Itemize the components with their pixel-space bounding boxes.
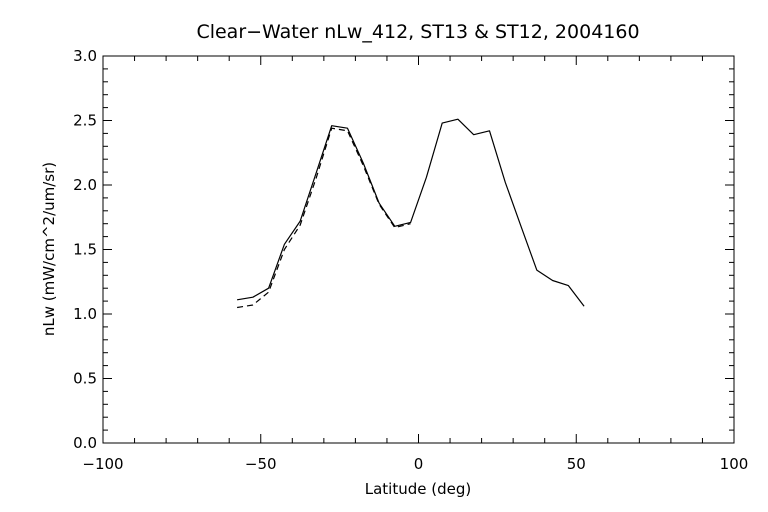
y-axis-label: nLw (mW/cm^2/um/sr) (40, 162, 58, 336)
x-tick-label: 0 (414, 455, 424, 473)
y-tick-label: 1.0 (73, 305, 97, 323)
y-tick-label: 3.0 (73, 47, 97, 65)
x-tick-label: −50 (245, 455, 277, 473)
chart-title: Clear−Water nLw_412, ST13 & ST12, 200416… (196, 21, 639, 43)
y-axis-tick-labels: 0.0 0.5 1.0 1.5 2.0 2.5 3.0 (73, 47, 97, 452)
y-tick-label: 2.5 (73, 112, 97, 130)
y-tick-label: 0.5 (73, 370, 97, 388)
x-axis-ticks (102, 56, 735, 443)
y-tick-label: 2.0 (73, 176, 97, 194)
series-group (237, 118, 585, 309)
x-axis-tick-labels: −100 −50 0 50 100 (82, 455, 748, 473)
y-tick-label: 0.0 (73, 434, 97, 452)
x-tick-label: −100 (82, 455, 123, 473)
series-solid-line (237, 118, 585, 307)
plot-frame (102, 55, 735, 444)
series-dashed-line (237, 127, 411, 309)
x-axis-label: Latitude (deg) (365, 480, 471, 498)
y-axis-ticks (103, 55, 734, 444)
x-tick-label: 50 (567, 455, 586, 473)
x-tick-label: 100 (720, 455, 749, 473)
y-tick-label: 1.5 (73, 241, 97, 259)
